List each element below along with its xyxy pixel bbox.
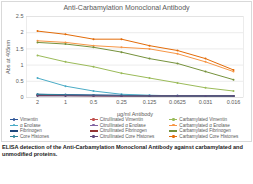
html-text:Carbamylated Fibrinogen: Carbamylated Fibrinogen — [179, 128, 231, 134]
html-text:Fibrinogen: Fibrinogen — [20, 128, 42, 134]
svg-text:0.031: 0.031 — [199, 99, 213, 105]
html-text:Citrullinated Vimentin: Citrullinated Vimentin — [99, 117, 143, 122]
svg-text:2.5: 2.5 — [16, 13, 24, 19]
svg-text:0.125: 0.125 — [143, 99, 157, 105]
html-text:Vimentin: Vimentin — [20, 117, 38, 122]
html-text:Anti-Carbamylation Monoclonal: Anti-Carbamylation Monoclonal Antibody — [63, 4, 190, 11]
svg-text:1: 1 — [64, 99, 67, 105]
html-text:Carbamylated Vimentin: Carbamylated Vimentin — [179, 117, 227, 122]
html-text:Carbamylated α Enolase: Carbamylated α Enolase — [179, 122, 230, 128]
svg-text:0.016: 0.016 — [227, 99, 241, 105]
svg-text:1.5: 1.5 — [16, 46, 24, 52]
html-text:Carbamylated Core Histones: Carbamylated Core Histones — [179, 133, 239, 139]
svg-text:2: 2 — [20, 29, 23, 35]
html-text:α Enolase: α Enolase — [20, 122, 41, 128]
html-text:Citrullinated Fibrinogen: Citrullinated Fibrinogen — [99, 128, 147, 134]
svg-text:µg/ml Antibody: µg/ml Antibody — [117, 111, 153, 117]
html-text:ELISA detection of the Anti-Ca: ELISA detection of the Anti-Carbamylatio… — [2, 144, 243, 157]
svg-text:0.0625: 0.0625 — [169, 99, 186, 105]
html-text:Citrullinated Core Histones: Citrullinated Core Histones — [99, 133, 155, 139]
svg-text:0.25: 0.25 — [116, 99, 127, 105]
svg-text:0.5: 0.5 — [16, 78, 24, 84]
svg-text:0.5: 0.5 — [90, 99, 98, 105]
svg-text:0: 0 — [20, 94, 23, 100]
html-text:Citrullinated α Enolase: Citrullinated α Enolase — [99, 122, 146, 128]
html-text:Core Histones: Core Histones — [20, 133, 50, 139]
svg-text:2: 2 — [36, 99, 39, 105]
svg-text:Abs at 405nm: Abs at 405nm — [5, 40, 11, 74]
svg-text:1: 1 — [20, 62, 23, 68]
